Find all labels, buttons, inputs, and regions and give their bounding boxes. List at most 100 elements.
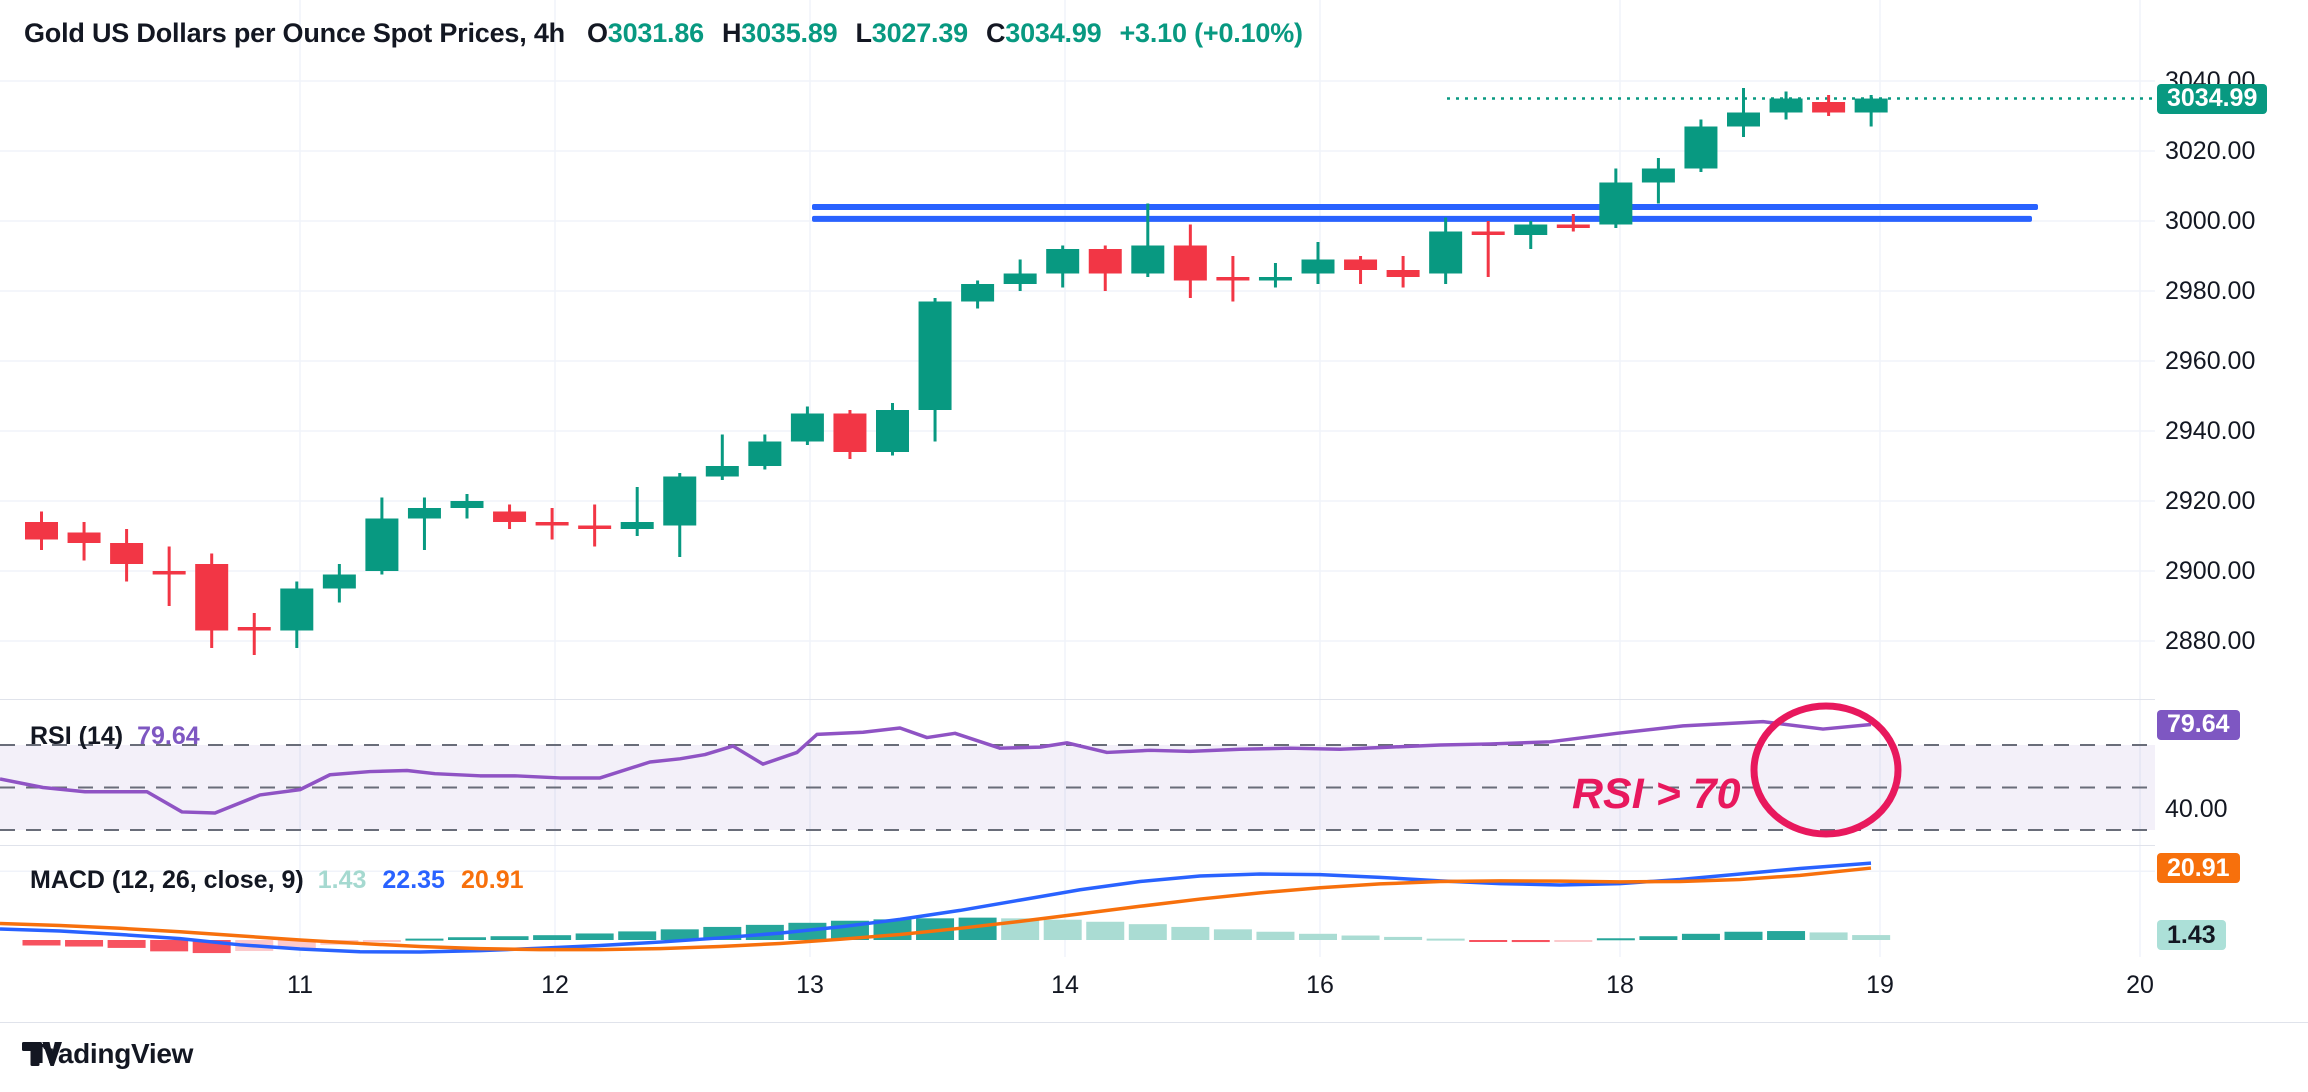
candle[interactable] bbox=[493, 504, 527, 530]
candle[interactable] bbox=[961, 280, 995, 309]
candle[interactable] bbox=[1429, 217, 1463, 285]
candle[interactable] bbox=[67, 522, 101, 561]
macd-signal-line bbox=[0, 866, 1872, 952]
candle[interactable] bbox=[620, 487, 654, 536]
candle[interactable] bbox=[237, 613, 271, 655]
rsi-name: RSI (14) bbox=[30, 722, 124, 750]
tradingview-branding[interactable]: TradingView bbox=[22, 1038, 193, 1070]
candle[interactable] bbox=[1386, 256, 1420, 288]
pane-separator[interactable] bbox=[0, 699, 2155, 700]
candle[interactable] bbox=[1641, 158, 1675, 204]
candle[interactable] bbox=[1046, 245, 1080, 288]
macd-histogram-bar bbox=[1426, 938, 1465, 941]
time-label-19: 19 bbox=[1866, 971, 1894, 999]
candle[interactable] bbox=[1684, 119, 1718, 173]
resistance-line-lower[interactable] bbox=[812, 215, 2032, 222]
macd-histogram-bar bbox=[1511, 940, 1550, 943]
candle[interactable] bbox=[195, 553, 229, 649]
candle[interactable] bbox=[748, 434, 782, 470]
tradingview-logo-icon bbox=[22, 1042, 62, 1066]
candle-body bbox=[961, 284, 995, 302]
ohlc-open: O3031.86 bbox=[587, 18, 704, 49]
macd-histogram-bar bbox=[1852, 935, 1891, 940]
candle[interactable] bbox=[1173, 224, 1207, 299]
chart-bottom-border bbox=[0, 1022, 2308, 1023]
candle-body bbox=[876, 410, 909, 452]
pane-separator[interactable] bbox=[0, 845, 2155, 846]
macd-histogram-bar bbox=[405, 938, 444, 941]
candle[interactable] bbox=[1514, 221, 1548, 249]
candle[interactable] bbox=[1344, 256, 1378, 284]
candle[interactable] bbox=[1556, 214, 1590, 232]
change-value: +3.10 (+0.10%) bbox=[1119, 18, 1303, 48]
rsi-tick-label: 40.00 bbox=[2165, 794, 2228, 823]
candle[interactable] bbox=[1812, 95, 1846, 116]
candle-body bbox=[1173, 245, 1207, 281]
ohlc-low: L3027.39 bbox=[855, 18, 968, 49]
candle-body bbox=[1258, 277, 1292, 281]
candle-body bbox=[918, 301, 952, 410]
candle[interactable] bbox=[705, 434, 739, 481]
candle-body bbox=[1556, 224, 1590, 228]
candle[interactable] bbox=[25, 511, 58, 551]
price-tick-label: 2960.00 bbox=[2165, 347, 2256, 375]
candle-body bbox=[1684, 126, 1718, 169]
candle-body bbox=[1131, 245, 1165, 274]
price-axis[interactable]: 3040.00 3020.00 3000.00 2980.00 2960.00 2940.… bbox=[2155, 0, 2308, 1022]
candle-body bbox=[1812, 102, 1846, 113]
candle[interactable] bbox=[876, 403, 909, 456]
candle[interactable] bbox=[790, 406, 824, 446]
candle[interactable] bbox=[322, 564, 356, 603]
candle-body bbox=[152, 571, 186, 575]
macd-histogram-bar bbox=[1724, 931, 1763, 940]
candle[interactable] bbox=[407, 497, 441, 551]
candle-body bbox=[407, 508, 441, 519]
candle-body bbox=[1641, 168, 1675, 183]
candle-body bbox=[322, 574, 356, 589]
candle[interactable] bbox=[1088, 245, 1122, 292]
candle-body bbox=[790, 413, 824, 442]
ohlc-close: C3034.99 bbox=[986, 18, 1102, 49]
rsi-pane[interactable] bbox=[0, 700, 2155, 845]
candle-body bbox=[1003, 273, 1037, 284]
candle[interactable] bbox=[535, 508, 569, 540]
candle[interactable] bbox=[1854, 95, 1888, 127]
candle[interactable] bbox=[152, 546, 186, 607]
candle-body bbox=[195, 564, 229, 631]
candle[interactable] bbox=[1301, 242, 1335, 284]
macd-indicator-label[interactable]: MACD (12, 26, close, 9) 1.43 22.35 20.91 bbox=[30, 866, 524, 895]
macd-histogram-bar bbox=[1767, 931, 1806, 940]
price-pane[interactable] bbox=[0, 0, 2155, 700]
symbol-header[interactable]: Gold US Dollars per Ounce Spot Prices, 4… bbox=[24, 18, 1303, 49]
macd-histogram-bar bbox=[1341, 935, 1380, 940]
candle[interactable] bbox=[663, 473, 697, 557]
price-tick-label: 2880.00 bbox=[2165, 627, 2256, 655]
resistance-line-upper[interactable] bbox=[812, 204, 2038, 210]
candle-body bbox=[620, 522, 654, 529]
candle[interactable] bbox=[578, 504, 612, 547]
candle[interactable] bbox=[833, 410, 867, 459]
candle[interactable] bbox=[1599, 168, 1633, 229]
time-axis[interactable]: 11 12 13 14 16 18 19 20 bbox=[0, 957, 2155, 1022]
candle[interactable] bbox=[1769, 91, 1803, 120]
candle[interactable] bbox=[1216, 256, 1250, 302]
candle[interactable] bbox=[110, 529, 144, 582]
candle-body bbox=[1386, 270, 1420, 277]
candle[interactable] bbox=[280, 581, 314, 649]
open-label: O bbox=[586, 18, 608, 48]
candle[interactable] bbox=[450, 494, 484, 519]
candle[interactable] bbox=[1471, 221, 1505, 277]
candle[interactable] bbox=[1003, 259, 1037, 292]
macd-pane[interactable] bbox=[0, 845, 2155, 957]
candle[interactable] bbox=[1258, 263, 1292, 288]
candle[interactable] bbox=[365, 497, 399, 575]
rsi-value-badge: 79.64 bbox=[2157, 709, 2240, 740]
candle[interactable] bbox=[918, 298, 952, 442]
symbol-title: Gold US Dollars per Ounce Spot Prices, 4… bbox=[24, 18, 565, 48]
candle[interactable] bbox=[1131, 203, 1165, 278]
candle[interactable] bbox=[1727, 88, 1760, 137]
macd-histogram-bar bbox=[448, 937, 486, 940]
rsi-indicator-label[interactable]: RSI (14) 79.64 bbox=[30, 722, 200, 751]
time-label-12: 12 bbox=[541, 971, 569, 999]
